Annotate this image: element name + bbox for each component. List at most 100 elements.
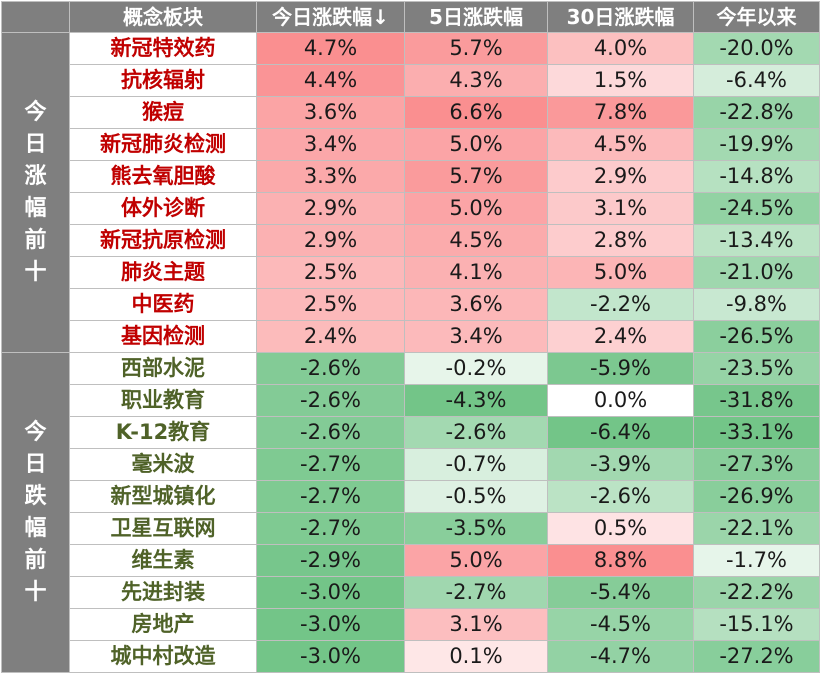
cell-today-change: 2.4% (256, 320, 405, 353)
sector-name[interactable]: 肺炎主题 (69, 256, 257, 289)
cell-ytd-change: -15.1% (693, 608, 820, 641)
cell-30day-change: 5.0% (547, 256, 694, 289)
sector-name[interactable]: 熊去氧胆酸 (69, 160, 257, 193)
cell-today-change: -3.0% (256, 608, 405, 641)
cell-30day-change: -6.4% (547, 416, 694, 449)
cell-ytd-change: -1.7% (693, 544, 820, 577)
cell-today-change: 4.7% (256, 32, 405, 65)
cell-5day-change: 6.6% (404, 96, 548, 129)
sector-name[interactable]: 新冠特效药 (69, 32, 257, 65)
table-row: 猴痘 3.6% 6.6% 7.8% -22.8% (2, 96, 820, 129)
sector-name[interactable]: 西部水泥 (69, 352, 257, 385)
header-sector-name: 概念板块 (69, 1, 257, 33)
cell-30day-change: 2.9% (547, 160, 694, 193)
header-5day-change[interactable]: 5日涨跌幅 (404, 1, 548, 33)
cell-ytd-change: -13.4% (693, 224, 820, 257)
cell-30day-change: -5.9% (547, 352, 694, 385)
cell-today-change: -3.0% (256, 640, 405, 673)
header-row: 概念板块 今日涨跌幅↓ 5日涨跌幅 30日涨跌幅 今年以来 (1, 1, 820, 33)
group-label-char: 前 (24, 227, 47, 253)
cell-5day-change: 5.0% (404, 128, 548, 161)
sector-name[interactable]: K-12教育 (69, 416, 257, 449)
cell-today-change: 4.4% (256, 64, 405, 97)
sector-name[interactable]: 体外诊断 (69, 192, 257, 225)
table-row: 毫米波 -2.7% -0.7% -3.9% -27.3% (2, 448, 820, 481)
cell-ytd-change: -22.2% (693, 576, 820, 609)
sector-name[interactable]: 猴痘 (69, 96, 257, 129)
table-row: 熊去氧胆酸 3.3% 5.7% 2.9% -14.8% (2, 160, 820, 193)
sector-name[interactable]: 中医药 (69, 288, 257, 321)
group-label-char: 幅 (24, 515, 47, 541)
cell-today-change: 2.9% (256, 192, 405, 225)
cell-5day-change: 3.1% (404, 608, 548, 641)
table-row: 抗核辐射 4.4% 4.3% 1.5% -6.4% (2, 64, 820, 97)
cell-5day-change: -2.7% (404, 576, 548, 609)
table-row: 基因检测 2.4% 3.4% 2.4% -26.5% (2, 320, 820, 353)
cell-today-change: 2.5% (256, 256, 405, 289)
header-group (1, 1, 70, 33)
sector-name[interactable]: 职业教育 (69, 384, 257, 417)
cell-5day-change: -0.7% (404, 448, 548, 481)
header-today-change[interactable]: 今日涨跌幅↓ (256, 1, 405, 33)
cell-ytd-change: -21.0% (693, 256, 820, 289)
group-label-char: 前 (24, 547, 47, 573)
sector-name[interactable]: 新冠抗原检测 (69, 224, 257, 257)
table-row: 肺炎主题 2.5% 4.1% 5.0% -21.0% (2, 256, 820, 289)
cell-5day-change: 5.0% (404, 192, 548, 225)
sector-name[interactable]: 维生素 (69, 544, 257, 577)
sector-name[interactable]: 新冠肺炎检测 (69, 128, 257, 161)
cell-30day-change: 8.8% (547, 544, 694, 577)
cell-30day-change: -2.2% (547, 288, 694, 321)
cell-ytd-change: -26.9% (693, 480, 820, 513)
table-row: 中医药 2.5% 3.6% -2.2% -9.8% (2, 288, 820, 321)
sector-name[interactable]: 先进封装 (69, 576, 257, 609)
sector-name[interactable]: 毫米波 (69, 448, 257, 481)
cell-ytd-change: -6.4% (693, 64, 820, 97)
sector-name[interactable]: 抗核辐射 (69, 64, 257, 97)
cell-ytd-change: -14.8% (693, 160, 820, 193)
cell-30day-change: -4.7% (547, 640, 694, 673)
header-ytd-change[interactable]: 今年以来 (693, 1, 820, 33)
table-row: 先进封装 -3.0% -2.7% -5.4% -22.2% (2, 576, 820, 609)
table-row: 新型城镇化 -2.7% -0.5% -2.6% -26.9% (2, 480, 820, 513)
cell-5day-change: 4.1% (404, 256, 548, 289)
table-row: 今日涨幅前十新冠特效药 4.7% 5.7% 4.0% -20.0% (1, 32, 820, 353)
group-label-char: 幅 (24, 195, 47, 221)
cell-today-change: 2.5% (256, 288, 405, 321)
cell-ytd-change: -22.1% (693, 512, 820, 545)
sector-name[interactable]: 卫星互联网 (69, 512, 257, 545)
cell-5day-change: -3.5% (404, 512, 548, 545)
cell-5day-change: 4.5% (404, 224, 548, 257)
cell-today-change: -2.6% (256, 416, 405, 449)
cell-ytd-change: -33.1% (693, 416, 820, 449)
cell-5day-change: -2.6% (404, 416, 548, 449)
cell-today-change: -2.7% (256, 512, 405, 545)
group-label-char: 日 (24, 131, 47, 157)
group-label-char: 跌 (24, 483, 47, 509)
table-row: 体外诊断 2.9% 5.0% 3.1% -24.5% (2, 192, 820, 225)
table-row: 卫星互联网 -2.7% -3.5% 0.5% -22.1% (2, 512, 820, 545)
cell-today-change: -2.7% (256, 448, 405, 481)
cell-30day-change: -4.5% (547, 608, 694, 641)
sector-name[interactable]: 基因检测 (69, 320, 257, 353)
cell-ytd-change: -23.5% (693, 352, 820, 385)
cell-30day-change: 4.5% (547, 128, 694, 161)
cell-30day-change: 1.5% (547, 64, 694, 97)
sector-name[interactable]: 房地产 (69, 608, 257, 641)
cell-5day-change: -0.2% (404, 352, 548, 385)
sector-name[interactable]: 新型城镇化 (69, 480, 257, 513)
cell-ytd-change: -27.2% (693, 640, 820, 673)
sector-name[interactable]: 城中村改造 (69, 640, 257, 673)
group-label-char: 十 (24, 579, 47, 605)
header-30day-change[interactable]: 30日涨跌幅 (547, 1, 694, 33)
cell-today-change: 3.4% (256, 128, 405, 161)
group-label-char: 日 (24, 451, 47, 477)
cell-30day-change: -5.4% (547, 576, 694, 609)
cell-5day-change: 5.0% (404, 544, 548, 577)
cell-today-change: -2.6% (256, 384, 405, 417)
table-row: 新冠抗原检测 2.9% 4.5% 2.8% -13.4% (2, 224, 820, 257)
cell-today-change: -3.0% (256, 576, 405, 609)
table-row: 维生素 -2.9% 5.0% 8.8% -1.7% (2, 544, 820, 577)
cell-ytd-change: -20.0% (693, 32, 820, 65)
